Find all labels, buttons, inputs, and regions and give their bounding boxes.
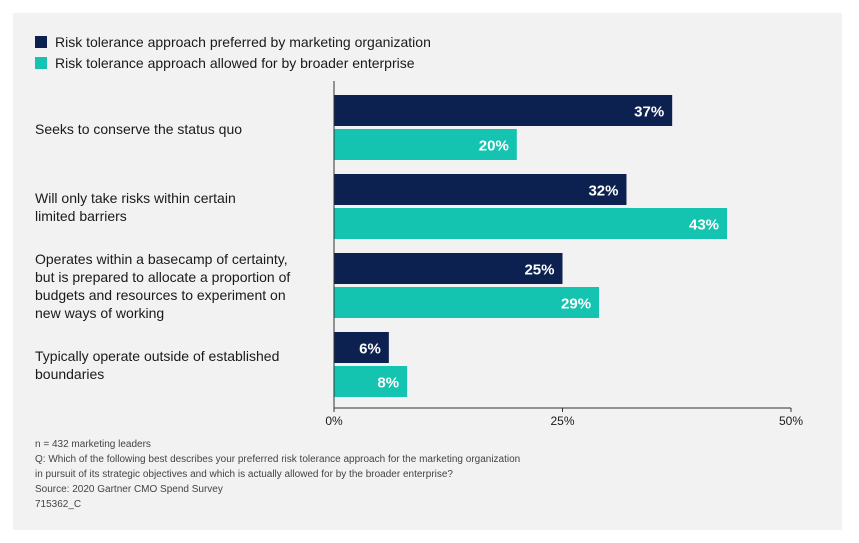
chart-panel: Risk tolerance approach preferred by mar… xyxy=(13,13,842,530)
bar-allowed-3 xyxy=(334,287,600,318)
x-tick-label-0: 0% xyxy=(325,414,343,428)
legend-label-preferred: Risk tolerance approach preferred by mar… xyxy=(55,34,431,50)
note-sample: n = 432 marketing leaders xyxy=(35,439,151,450)
legend-label-allowed: Risk tolerance approach allowed for by b… xyxy=(55,55,415,71)
category-label-limited-barriers: Will only take risks within certain limi… xyxy=(35,189,315,225)
legend-item-preferred: Risk tolerance approach preferred by mar… xyxy=(35,34,431,50)
data-label-preferred-1: 37% xyxy=(634,104,664,121)
category-label-line: Typically operate outside of established xyxy=(35,348,280,364)
bar-preferred-3 xyxy=(334,253,563,284)
bar-preferred-4 xyxy=(334,332,389,363)
x-tick-label-25: 25% xyxy=(550,414,574,428)
note-question-line2: in pursuit of its strategic objectives a… xyxy=(35,469,453,480)
data-label-preferred-4: 6% xyxy=(359,341,381,358)
note-source: Source: 2020 Gartner CMO Spend Survey xyxy=(35,484,223,495)
category-label-basecamp: Operates within a basecamp of certainty,… xyxy=(35,250,315,322)
category-label-status-quo: Seeks to conserve the status quo xyxy=(35,120,315,138)
legend-swatch-allowed xyxy=(35,57,47,69)
category-label-line: limited barriers xyxy=(35,208,127,224)
chart-notes: n = 432 marketing leaders Q: Which of th… xyxy=(35,437,520,512)
legend-item-allowed: Risk tolerance approach allowed for by b… xyxy=(35,55,415,71)
note-question-line1: Q: Which of the following best describes… xyxy=(35,454,521,465)
data-label-preferred-2: 32% xyxy=(588,183,618,200)
bar-allowed-4 xyxy=(334,366,408,397)
data-label-allowed-3: 29% xyxy=(561,296,591,313)
data-label-preferred-3: 25% xyxy=(524,262,554,279)
category-label-line: new ways of working xyxy=(35,305,165,321)
data-label-allowed-1: 20% xyxy=(479,138,509,155)
category-label-line: but is prepared to allocate a proportion… xyxy=(35,269,291,285)
data-label-allowed-4: 8% xyxy=(377,375,399,392)
category-label-line: budgets and resources to experiment on xyxy=(35,287,286,303)
bar-plot: 37% 20% 32% 43% 25% 29% 6% 8% 0% 25% 50% xyxy=(325,81,803,428)
bar-preferred-2 xyxy=(334,174,627,205)
x-tick-label-50: 50% xyxy=(779,414,803,428)
legend-swatch-preferred xyxy=(35,36,47,48)
bar-allowed-1 xyxy=(334,129,517,160)
bar-preferred-1 xyxy=(334,95,673,126)
category-label-line: Operates within a basecamp of certainty, xyxy=(35,251,288,267)
note-id: 715362_C xyxy=(35,499,82,510)
category-label-line: Will only take risks within certain xyxy=(35,190,236,206)
bar-allowed-2 xyxy=(334,208,728,239)
category-label-line: boundaries xyxy=(35,366,105,382)
category-label-line: Seeks to conserve the status quo xyxy=(35,121,243,137)
category-label-outside-boundaries: Typically operate outside of established… xyxy=(35,347,315,383)
data-label-allowed-2: 43% xyxy=(689,217,719,234)
